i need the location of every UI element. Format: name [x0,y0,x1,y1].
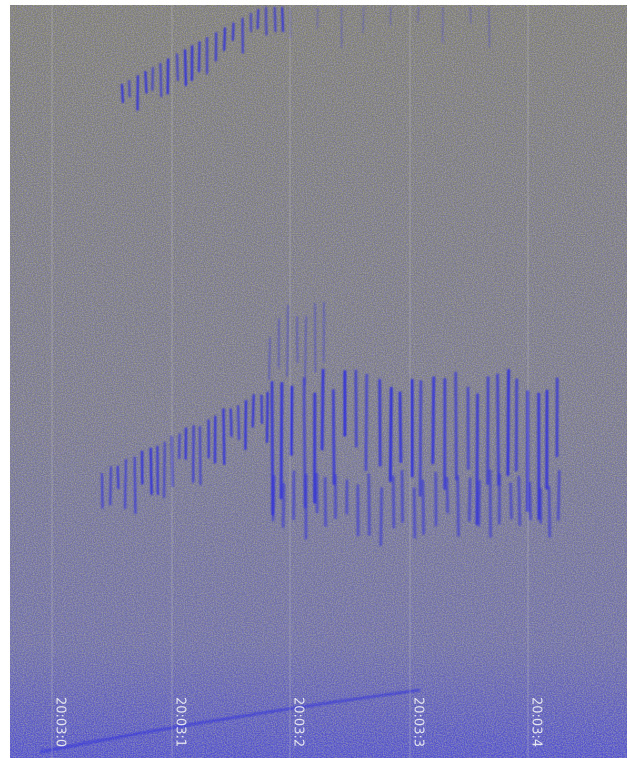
streak [118,467,119,488]
streak [199,42,200,71]
streak [420,382,421,496]
streak [151,449,152,494]
streak [558,472,559,520]
streak [380,380,381,465]
streak [291,387,292,454]
time-label: 20:03:2 [291,697,306,747]
streak [223,409,224,463]
streak [469,479,470,520]
streak [253,395,254,426]
streak [135,458,136,513]
streak [393,477,394,527]
streak [267,393,268,442]
streak [414,489,415,537]
time-label: 20:03:1 [173,697,188,747]
streak [322,370,323,449]
streak [258,10,259,28]
streak [390,388,391,480]
streak [177,55,178,80]
streak [549,487,550,536]
streak [516,380,517,470]
spectrogram-view: 20:03:0 20:03:1 20:03:2 20:03:3 20:03:4 [0,0,630,758]
streak [297,317,298,362]
streak [238,406,239,438]
streak [508,370,509,474]
noise-blue [10,5,627,758]
streak [129,81,130,96]
streak [479,481,480,525]
streak [145,72,146,92]
streak [282,8,283,31]
time-label: 20:03:0 [53,697,68,747]
streak [519,477,520,524]
streak [110,468,111,505]
streak [231,409,232,435]
streak [102,474,103,508]
streak [418,8,419,22]
streak [122,85,123,102]
streak [275,8,276,31]
streak [423,481,424,534]
streak [160,64,161,96]
streak [400,393,401,462]
streak [185,50,186,85]
streak [125,460,126,508]
streak [366,375,367,470]
streak [333,391,334,484]
streak [269,339,270,380]
streak [305,317,306,385]
streak [281,383,282,497]
page: 20:03:020:03:120:03:220:03:320:03:4 (() … [0,0,630,758]
streak [233,24,234,40]
streak [224,28,225,50]
streak [477,395,478,524]
streak [273,476,274,519]
streak [245,401,246,449]
streak [458,477,459,535]
streak [447,478,448,512]
streak [369,475,370,535]
streak [511,484,512,518]
streak [287,306,288,376]
streak [498,375,499,484]
streak [164,443,165,497]
streak [433,378,434,463]
streak [200,427,201,484]
time-label: 20:03:3 [411,697,426,747]
streak [530,483,531,519]
time-label: 20:03:4 [529,697,544,747]
streak [456,373,457,479]
streak [381,489,382,545]
streak [283,484,284,526]
